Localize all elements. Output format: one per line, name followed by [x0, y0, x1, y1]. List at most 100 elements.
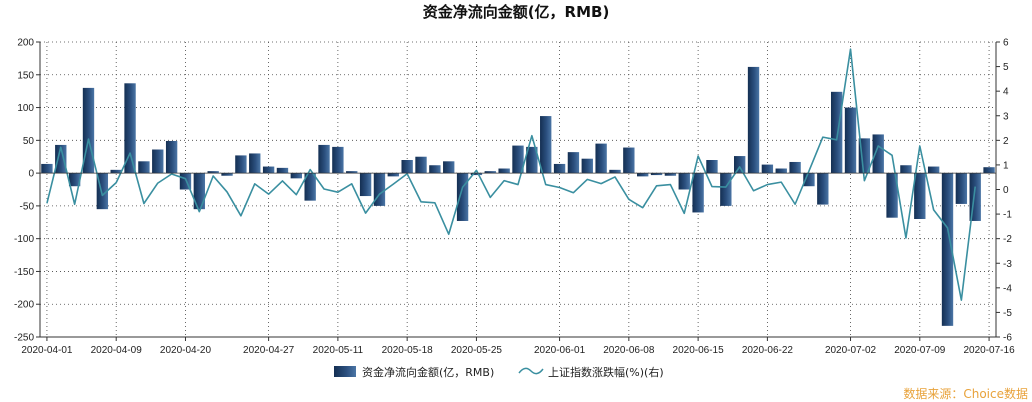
y-left-tick-label: 0: [28, 169, 34, 180]
legend-bar-label: 资金净流向金额(亿，RMB): [362, 365, 494, 379]
x-tick-label: 2020-07-02: [825, 345, 877, 356]
bar: [914, 173, 926, 219]
y-left-tick-label: -100: [14, 234, 34, 245]
bar: [415, 156, 427, 174]
x-tick-label: 2020-04-09: [91, 345, 143, 356]
bar: [664, 173, 677, 176]
bar: [595, 143, 607, 174]
bar: [332, 146, 344, 174]
bar: [775, 168, 787, 174]
bar: [318, 144, 330, 174]
bar: [789, 161, 801, 174]
bar: [747, 66, 760, 174]
bar: [678, 173, 690, 190]
y-right-tick-label: -3: [1003, 259, 1012, 270]
bar: [443, 161, 455, 174]
bar: [886, 173, 898, 218]
bar: [955, 173, 968, 204]
bar: [179, 173, 192, 190]
bar: [817, 173, 829, 205]
bar: [734, 156, 746, 174]
bar: [567, 152, 580, 174]
bar: [401, 160, 413, 174]
bar: [650, 173, 663, 176]
y-left-tick-label: -50: [20, 201, 35, 212]
y-right-tick-label: -2: [1003, 234, 1012, 245]
y-left-tick-label: 100: [17, 103, 34, 114]
bar: [82, 87, 95, 174]
y-left-tick-label: 150: [17, 70, 34, 81]
y-right-tick-label: 4: [1003, 87, 1009, 98]
bar: [456, 173, 469, 221]
bar: [359, 173, 372, 197]
bar: [581, 158, 593, 174]
bar: [830, 91, 843, 174]
legend: 资金净流向金额(亿，RMB) 上证指数涨跌幅(%)(右): [334, 365, 664, 379]
y-left-tick-label: -150: [14, 267, 34, 278]
bar: [429, 165, 441, 174]
x-tick-label: 2020-07-16: [963, 345, 1015, 356]
line-path: [46, 48, 977, 301]
y-right-tick-label: 1: [1003, 160, 1009, 171]
y-right-tick-label: -5: [1003, 308, 1012, 319]
data-source: 数据来源：Choice数据: [903, 386, 1028, 401]
bar: [540, 116, 552, 174]
y-right-tick-label: -4: [1003, 283, 1012, 294]
bar: [844, 107, 857, 174]
bar: [124, 83, 136, 174]
bar: [609, 169, 621, 174]
bar: [900, 165, 912, 174]
bar: [637, 173, 649, 177]
bar: [927, 166, 940, 174]
bar: [498, 168, 510, 174]
bar: [276, 167, 289, 174]
y-right-tick-label: 3: [1003, 111, 1009, 122]
bar: [706, 160, 718, 174]
y-right-tick-label: -1: [1003, 210, 1012, 221]
bar: [304, 173, 316, 201]
bar: [55, 144, 67, 174]
bar: [526, 146, 538, 174]
x-tick-label: 2020-04-01: [21, 345, 73, 356]
x-tick-label: 2020-04-27: [243, 345, 295, 356]
bar: [720, 173, 732, 206]
axes: 200 150 100 50 0 -50 -100 -150 -200 -250 6 5 4 3 2 1 0 -1…: [14, 38, 1015, 357]
bar: [553, 163, 566, 174]
x-tick-label: 2020-06-08: [603, 345, 655, 356]
bar: [761, 164, 774, 174]
bar: [68, 173, 81, 187]
bar: [41, 163, 53, 174]
line-series: [46, 48, 977, 301]
x-tick-label: 2020-06-15: [673, 345, 725, 356]
bar: [969, 173, 981, 221]
x-tick-label: 2020-06-22: [742, 345, 794, 356]
bar-series: [41, 66, 995, 326]
legend-line-label: 上证指数涨跌幅(%)(右): [548, 365, 664, 379]
bar: [290, 173, 302, 179]
bar: [858, 138, 871, 174]
y-left-tick-label: -250: [14, 333, 34, 344]
bar: [512, 145, 524, 174]
bar: [803, 173, 815, 187]
bar: [207, 171, 219, 174]
bar: [249, 153, 261, 174]
x-tick-label: 2020-06-01: [534, 345, 586, 356]
bar: [262, 166, 275, 174]
bar: [96, 173, 109, 210]
x-tick-label: 2020-04-20: [160, 345, 212, 356]
x-tick-label: 2020-05-25: [451, 345, 503, 356]
bar: [623, 147, 635, 174]
y-right-tick-label: 2: [1003, 136, 1009, 147]
bar: [872, 134, 884, 174]
bar: [484, 171, 496, 174]
bar: [983, 167, 995, 174]
legend-bar-swatch: [334, 366, 356, 377]
x-tick-label: 2020-05-11: [313, 345, 364, 356]
bar: [941, 173, 954, 326]
y-right-tick-label: 6: [1003, 38, 1009, 49]
bar: [221, 173, 233, 176]
y-left-tick-label: -200: [14, 300, 34, 311]
y-right-tick-label: 0: [1003, 185, 1009, 196]
bar: [346, 171, 358, 174]
